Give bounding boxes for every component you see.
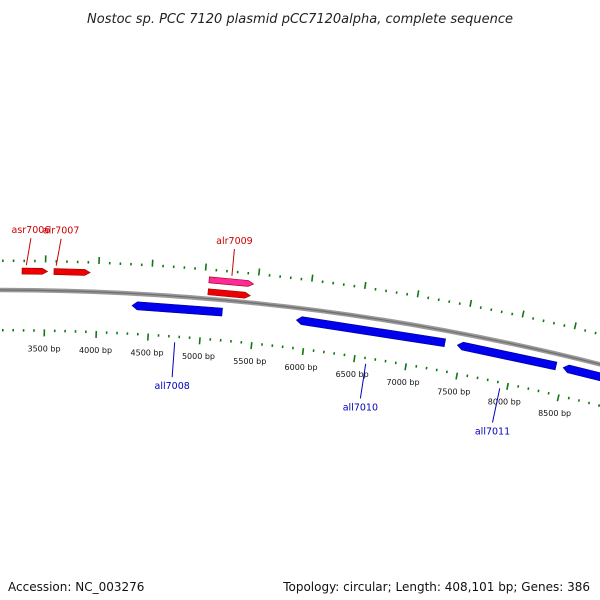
scale-label: 6000 bp bbox=[285, 363, 318, 372]
minor-tick bbox=[500, 310, 503, 314]
major-tick bbox=[250, 342, 253, 350]
reverse-strand-genes bbox=[131, 301, 600, 382]
gene-arrow-all7011 bbox=[456, 341, 558, 371]
minor-tick bbox=[527, 387, 530, 391]
gene-leader-line bbox=[359, 363, 367, 399]
accession-label: Accession: bbox=[8, 580, 72, 594]
gene-arrow-alr7009-b bbox=[207, 288, 251, 299]
gene-label-all7011: all7011 bbox=[475, 427, 510, 438]
minor-tick bbox=[511, 312, 514, 316]
inner-tick-ring bbox=[1, 329, 600, 407]
gene-leader-line bbox=[231, 248, 235, 276]
gene-leader-line bbox=[171, 342, 176, 378]
scale-label: 4500 bp bbox=[131, 349, 164, 358]
length-label: Length: bbox=[395, 580, 441, 594]
scale-label: 7500 bp bbox=[437, 387, 470, 396]
scale-label: 5500 bp bbox=[233, 357, 266, 366]
minor-tick bbox=[594, 331, 597, 335]
backbone-inner-line bbox=[0, 289, 600, 365]
minor-tick bbox=[563, 324, 566, 327]
major-tick bbox=[469, 299, 473, 307]
minor-tick bbox=[577, 399, 580, 402]
forward-strand-genes bbox=[21, 267, 255, 299]
length-value: 408,101 bp bbox=[444, 580, 514, 594]
gene-label-all7010: all7010 bbox=[343, 402, 378, 413]
gene-label-alr7007: alr7007 bbox=[43, 226, 80, 237]
major-tick bbox=[363, 281, 367, 289]
minor-tick bbox=[587, 401, 591, 405]
major-tick bbox=[204, 263, 207, 271]
accession-footer: Accession: NC_003276 bbox=[8, 580, 144, 594]
plasmid-backbone bbox=[0, 287, 600, 367]
major-tick bbox=[556, 394, 560, 402]
minor-tick bbox=[552, 321, 556, 325]
gene-leader-line bbox=[55, 238, 62, 266]
scale-label: 5000 bp bbox=[182, 352, 215, 361]
minor-tick bbox=[567, 396, 570, 400]
gene-arrow-all7008 bbox=[131, 301, 223, 317]
major-tick bbox=[573, 322, 577, 330]
major-tick bbox=[521, 310, 525, 318]
accession-value: NC_003276 bbox=[75, 580, 145, 594]
gene-arrow-all7012 bbox=[562, 364, 600, 382]
scale-labels: 3500 bp 4000 bp 4500 bp 5000 bp 5500 bp 6000 … bbox=[27, 344, 571, 418]
scale-label: 7000 bp bbox=[387, 378, 420, 387]
outer-tick-ring bbox=[2, 255, 597, 335]
scale-label: 3500 bp bbox=[27, 344, 60, 353]
major-tick bbox=[198, 337, 201, 345]
minor-tick bbox=[547, 391, 550, 395]
major-tick bbox=[404, 363, 408, 371]
minor-tick bbox=[486, 378, 489, 382]
scale-label: 8500 bp bbox=[538, 409, 571, 418]
major-tick bbox=[455, 372, 459, 380]
backbone-outer-line bbox=[0, 287, 600, 367]
summary-footer: Topology: circular; Length: 408,101 bp; … bbox=[283, 580, 590, 594]
scale-label: 4000 bp bbox=[79, 346, 112, 355]
gene-label-asr7006: asr7006 bbox=[12, 225, 51, 236]
minor-tick bbox=[496, 380, 499, 384]
minor-tick bbox=[517, 384, 520, 388]
major-tick bbox=[353, 355, 356, 363]
major-tick bbox=[416, 290, 420, 298]
minor-tick bbox=[532, 317, 535, 320]
major-tick bbox=[301, 347, 305, 356]
gene-arrow-alr7009 bbox=[208, 276, 255, 287]
minor-tick bbox=[542, 319, 545, 323]
topology-label: Topology: bbox=[283, 580, 340, 594]
minor-tick bbox=[597, 404, 600, 407]
minor-tick bbox=[584, 329, 587, 332]
gene-leader-line bbox=[25, 238, 32, 266]
minor-tick bbox=[537, 389, 540, 393]
major-tick bbox=[257, 268, 261, 276]
scale-label: 8000 bp bbox=[488, 398, 521, 407]
gene-arrow-asr7006 bbox=[21, 267, 49, 275]
scale-label: 6500 bp bbox=[336, 370, 369, 379]
topology-value: circular bbox=[343, 580, 388, 594]
gene-label-all7008: all7008 bbox=[155, 381, 190, 392]
gene-label-alr7009: alr7009 bbox=[216, 236, 253, 247]
gene-arrow-all7010 bbox=[295, 316, 447, 348]
major-tick bbox=[506, 382, 510, 390]
gene-arrow-alr7007 bbox=[53, 268, 91, 276]
gene-leader-line bbox=[492, 388, 501, 423]
map-title: Nostoc sp. PCC 7120 plasmid pCC7120alpha… bbox=[87, 12, 513, 27]
major-tick bbox=[311, 274, 314, 282]
genes-label: Genes: bbox=[521, 580, 564, 594]
genes-value: 386 bbox=[567, 580, 590, 594]
